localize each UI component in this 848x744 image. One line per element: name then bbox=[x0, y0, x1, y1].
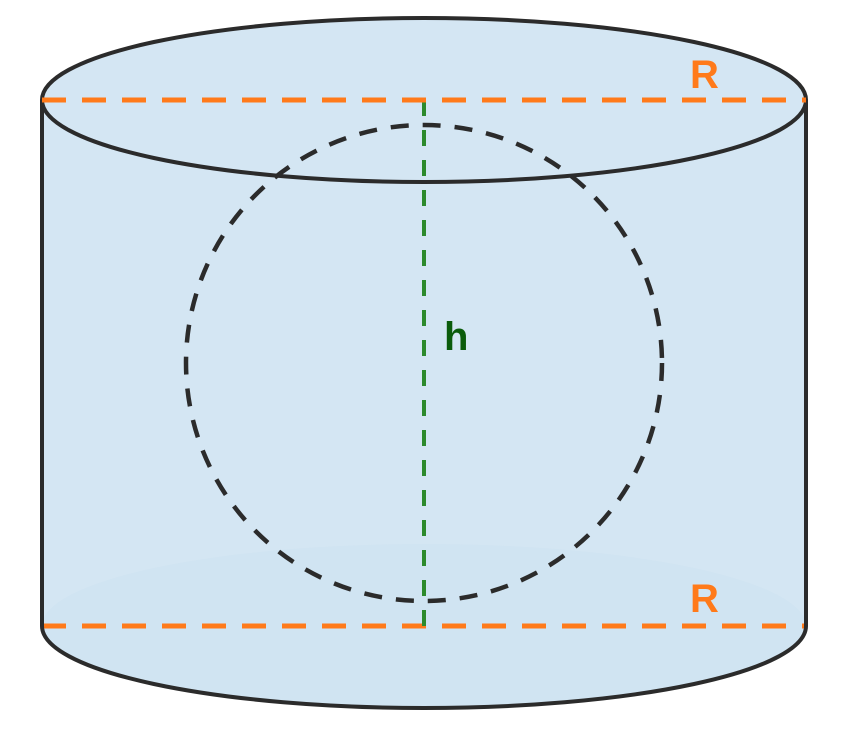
top-radius-label: R bbox=[690, 53, 719, 97]
height-label: h bbox=[444, 315, 468, 359]
bottom-radius-label: R bbox=[690, 577, 719, 621]
